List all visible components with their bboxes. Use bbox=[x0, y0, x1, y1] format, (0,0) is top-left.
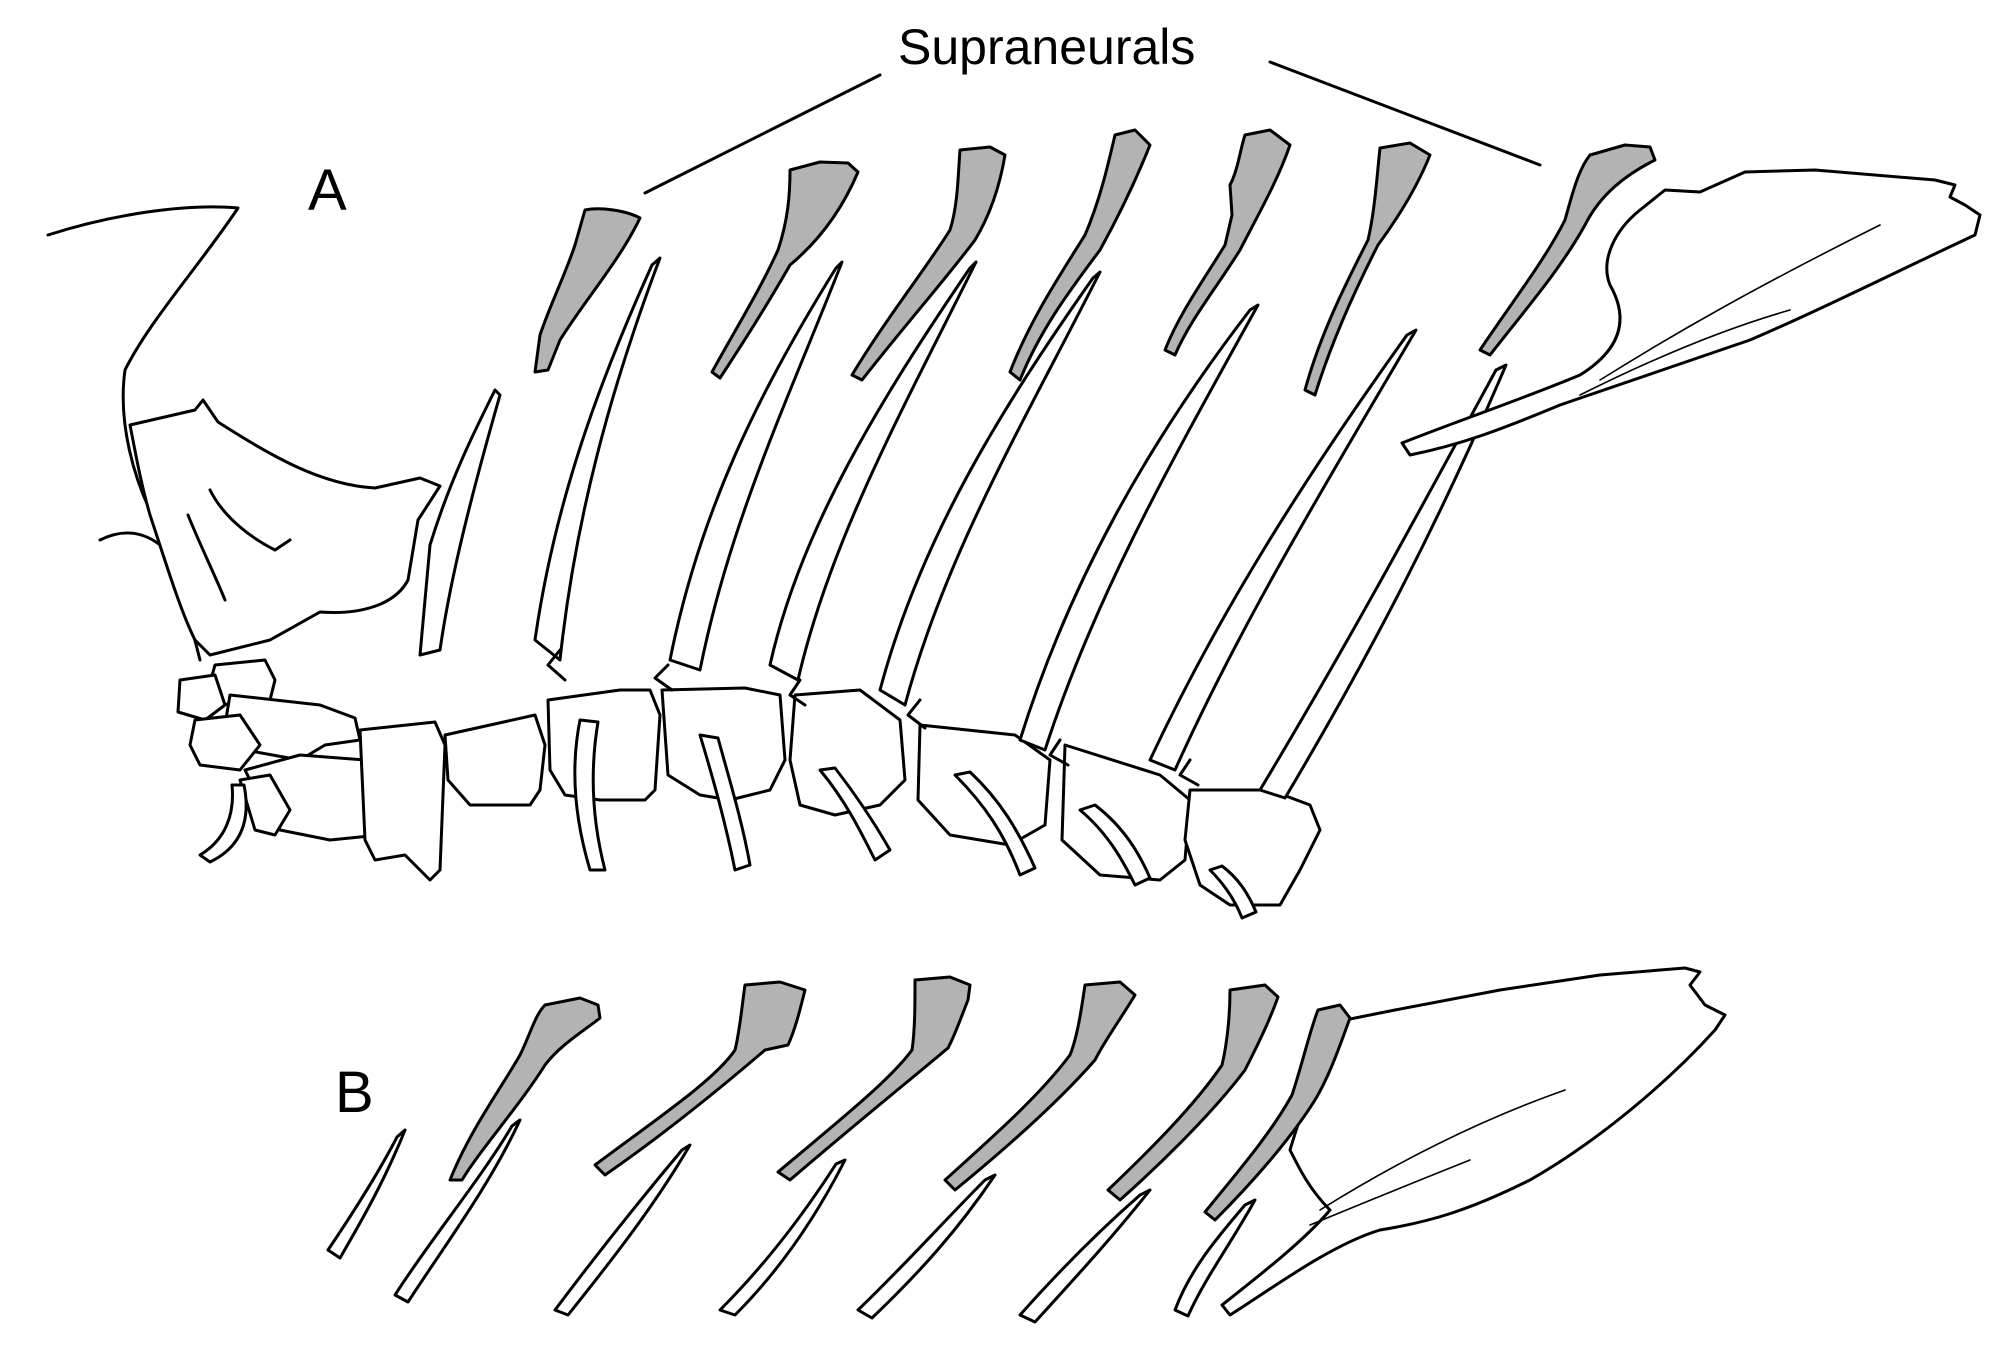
plate-ridge-a bbox=[208, 488, 292, 552]
pterygiophore-b-ridge-1 bbox=[1319, 1089, 1566, 1211]
supraneural-b6 bbox=[1203, 1003, 1352, 1222]
supraneural-a7 bbox=[1478, 143, 1657, 357]
supraneural-a1 bbox=[533, 207, 642, 374]
neural-spine-a2 bbox=[668, 260, 844, 672]
panel-label-b: B bbox=[335, 1060, 374, 1125]
zygapophysis-2 bbox=[653, 663, 674, 692]
plate-ridge-b bbox=[186, 513, 227, 602]
dorsal-pterygiophore-b bbox=[1220, 966, 1727, 1317]
centrum-4 bbox=[660, 686, 787, 802]
dorsal-pterygiophore-a bbox=[1400, 168, 1982, 457]
pleural-rib-1 bbox=[573, 718, 607, 872]
pleural-rib-4 bbox=[953, 770, 1037, 877]
pleural-rib-3 bbox=[818, 766, 892, 862]
anterior-vertebra-2 bbox=[176, 673, 227, 722]
centrum-5 bbox=[788, 688, 907, 817]
supraneural-b4 bbox=[943, 980, 1137, 1192]
zygapophysis-5 bbox=[1048, 738, 1070, 767]
supraneural-a6 bbox=[1303, 141, 1432, 397]
supraneurals-b bbox=[448, 975, 1352, 1222]
neural-spine-b5 bbox=[856, 1173, 997, 1320]
neural-spine-a1 bbox=[533, 256, 662, 662]
pleural-rib-6 bbox=[1208, 864, 1258, 920]
neural-spine-a5 bbox=[1018, 303, 1260, 752]
neural-spine-a6 bbox=[1148, 328, 1418, 772]
centrum-8 bbox=[1183, 788, 1322, 907]
centrum-1 bbox=[358, 720, 447, 882]
supraneurals-leader-left bbox=[643, 73, 882, 195]
supraneural-b3 bbox=[776, 975, 972, 1182]
supraneurals-a bbox=[533, 128, 1657, 397]
neural-spine-b7 bbox=[1173, 1198, 1257, 1318]
supraneural-b2 bbox=[593, 980, 807, 1177]
neural-spine-b6 bbox=[1018, 1188, 1152, 1324]
supraneural-a5 bbox=[1163, 128, 1292, 357]
neural-spine-a3 bbox=[768, 260, 978, 682]
supraneural-b1 bbox=[448, 996, 602, 1182]
supraneural-a4 bbox=[1008, 128, 1152, 382]
pleural-rib-5 bbox=[1078, 803, 1152, 887]
supraneural-b5 bbox=[1106, 983, 1280, 1202]
panel-label-a: A bbox=[308, 158, 347, 223]
neural-spine-b1 bbox=[326, 1128, 407, 1260]
pleural-rib-2 bbox=[698, 733, 752, 872]
anterior-vertebra-4 bbox=[188, 713, 262, 772]
neural-spine-b3 bbox=[553, 1143, 692, 1317]
panel-b bbox=[326, 966, 1727, 1324]
supraneural-a2 bbox=[710, 160, 860, 380]
zygapophysis-4 bbox=[906, 698, 927, 730]
zygapophysis-6 bbox=[1178, 758, 1200, 787]
zygapophysis-3 bbox=[788, 678, 807, 707]
rib-anterior bbox=[198, 783, 248, 864]
pterygiophore-b-ridge-2 bbox=[1309, 1159, 1471, 1226]
neural-spine-a4 bbox=[878, 270, 1102, 707]
centrum-7 bbox=[1060, 743, 1192, 882]
centrum-3 bbox=[546, 688, 662, 802]
supraneurals-leader-right bbox=[1268, 60, 1542, 167]
pectoral-girdle-plate bbox=[128, 398, 442, 657]
supraneurals-label: Supraneurals bbox=[898, 19, 1195, 75]
zygapophysis-1 bbox=[546, 648, 567, 682]
centrum-2 bbox=[443, 713, 547, 807]
anterior-vertebra-6 bbox=[238, 773, 292, 837]
pterygiophore-a-ridge-1 bbox=[1599, 224, 1881, 381]
neural-spine-a7 bbox=[1258, 363, 1508, 800]
supraneural-a3 bbox=[850, 145, 1007, 382]
panel-a bbox=[46, 128, 1982, 920]
neural-spine-b4 bbox=[718, 1158, 847, 1317]
neural-spine-b2 bbox=[393, 1118, 522, 1304]
pterygiophore-a-ridge-2 bbox=[1579, 309, 1791, 396]
anterior-neural-spine bbox=[418, 388, 502, 657]
